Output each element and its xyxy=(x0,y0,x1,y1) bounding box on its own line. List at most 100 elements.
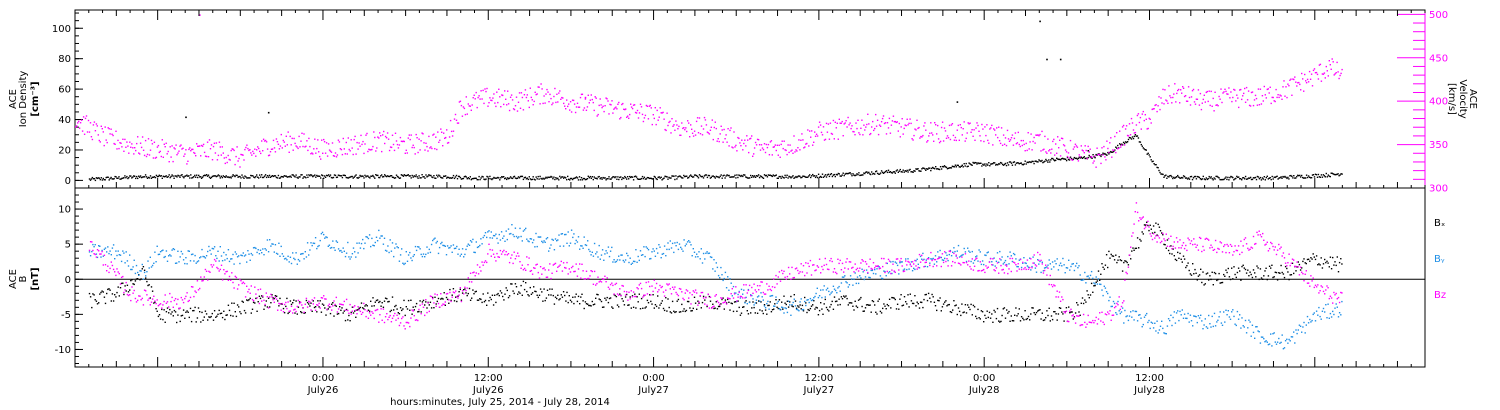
data-point xyxy=(737,300,739,302)
data-point xyxy=(721,177,723,179)
data-point xyxy=(1110,150,1112,153)
data-point xyxy=(445,296,448,299)
data-point xyxy=(150,139,153,142)
data-point xyxy=(820,176,823,178)
data-point xyxy=(1102,152,1104,154)
data-point xyxy=(133,259,135,261)
data-point xyxy=(1053,138,1055,141)
data-point xyxy=(1170,174,1172,177)
data-point xyxy=(1043,161,1045,163)
data-point xyxy=(748,301,751,304)
data-point xyxy=(543,240,545,242)
data-point xyxy=(908,169,910,171)
data-point xyxy=(279,297,281,300)
data-point xyxy=(619,176,621,179)
data-point xyxy=(613,108,615,110)
bottom-tick-label: 10 xyxy=(58,205,71,216)
data-point xyxy=(538,86,540,88)
data-point xyxy=(925,129,927,131)
data-point xyxy=(259,249,262,251)
data-point xyxy=(1117,259,1119,261)
data-point xyxy=(95,300,98,302)
data-point xyxy=(899,168,901,171)
data-point xyxy=(979,251,981,253)
data-point xyxy=(268,154,271,156)
data-point xyxy=(647,118,650,120)
data-point xyxy=(210,315,212,318)
data-point xyxy=(1207,100,1209,103)
data-point xyxy=(148,284,150,286)
data-point xyxy=(1074,265,1077,267)
data-point xyxy=(1192,88,1195,91)
data-point xyxy=(1237,97,1239,99)
data-point xyxy=(1194,103,1197,105)
data-point xyxy=(446,298,449,301)
data-point xyxy=(1263,85,1265,88)
data-point xyxy=(101,249,103,252)
data-point xyxy=(1187,262,1189,264)
data-point xyxy=(1226,271,1228,274)
data-point xyxy=(149,304,151,306)
data-point xyxy=(570,301,573,303)
data-point xyxy=(262,248,264,250)
data-point xyxy=(462,106,465,108)
data-point xyxy=(307,149,309,152)
data-point xyxy=(409,309,411,311)
top-right-ylabel-line-3: [km/s] xyxy=(1446,83,1457,115)
data-point xyxy=(722,175,724,177)
data-point xyxy=(818,309,821,312)
data-point xyxy=(1067,158,1070,161)
data-point xyxy=(405,306,407,308)
data-point xyxy=(180,315,182,317)
data-point xyxy=(1167,318,1170,320)
data-point xyxy=(213,175,216,177)
data-point xyxy=(738,306,740,309)
data-point xyxy=(564,233,566,236)
data-point xyxy=(667,242,669,244)
data-point xyxy=(1194,175,1197,178)
data-point xyxy=(436,300,438,303)
data-point xyxy=(1086,157,1088,160)
data-point xyxy=(89,296,92,298)
data-point xyxy=(1328,266,1330,268)
data-point xyxy=(876,172,879,175)
data-point xyxy=(1263,275,1265,277)
data-point xyxy=(1173,311,1175,313)
data-point xyxy=(1184,177,1187,179)
data-point xyxy=(114,258,116,260)
data-point xyxy=(1061,265,1063,267)
data-point xyxy=(688,240,690,242)
data-point xyxy=(596,293,598,296)
data-point xyxy=(1241,179,1243,181)
data-point xyxy=(1189,314,1192,316)
outlier-point xyxy=(1046,58,1048,61)
data-point xyxy=(794,300,797,302)
data-point xyxy=(1217,105,1219,107)
data-point xyxy=(682,127,684,130)
data-point xyxy=(580,296,582,298)
data-point xyxy=(151,264,154,267)
data-point xyxy=(937,168,939,170)
data-point xyxy=(1058,158,1060,161)
data-point xyxy=(319,175,321,177)
data-point xyxy=(1178,257,1180,259)
data-point xyxy=(1273,176,1275,178)
data-point xyxy=(411,259,413,262)
data-point xyxy=(1240,88,1242,91)
data-point xyxy=(1307,81,1310,83)
data-point xyxy=(631,107,634,110)
data-point xyxy=(937,138,940,140)
data-point xyxy=(1341,300,1343,303)
data-point xyxy=(830,173,833,175)
data-point xyxy=(946,254,948,256)
data-point xyxy=(756,138,759,141)
data-point xyxy=(634,293,636,295)
data-point xyxy=(1288,178,1290,180)
data-point xyxy=(1319,176,1322,178)
data-point xyxy=(1110,137,1112,139)
data-point xyxy=(687,177,689,179)
data-point xyxy=(513,292,515,295)
data-point xyxy=(343,310,345,312)
data-point xyxy=(979,162,981,164)
data-point xyxy=(492,234,495,237)
